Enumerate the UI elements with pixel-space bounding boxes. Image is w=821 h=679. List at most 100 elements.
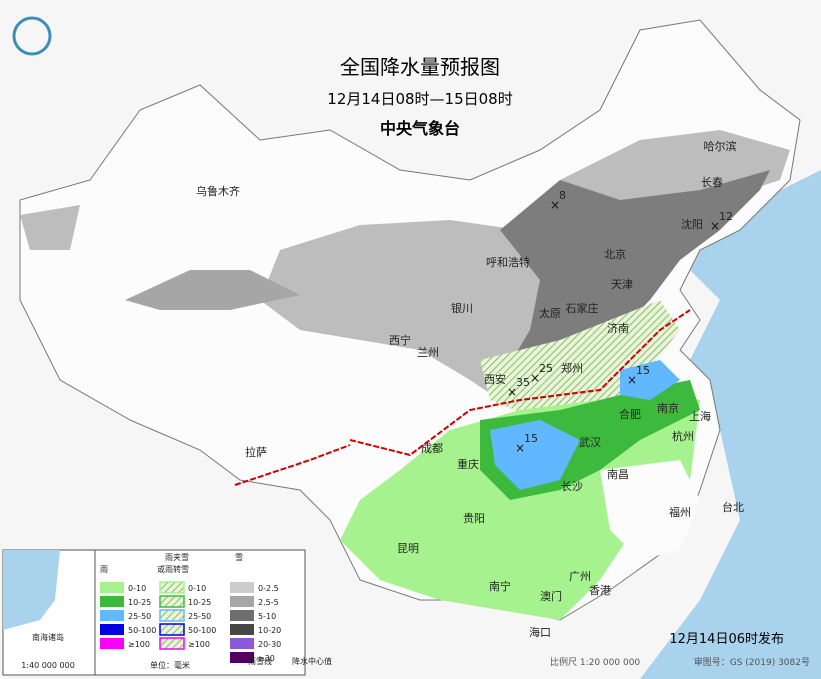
legend-label: 50-100 [188, 626, 216, 635]
city-label: 长春 [701, 176, 723, 189]
legend-swatch [100, 582, 124, 593]
legend-title: 雨夹雪 [165, 552, 189, 562]
legend-label: ≥100 [128, 640, 150, 649]
legend-swatch [100, 610, 124, 621]
legend-label: 20-30 [258, 640, 281, 649]
legend-label: 10-20 [258, 626, 281, 635]
city-label: 香港 [589, 584, 611, 597]
legend-swatch [100, 596, 124, 607]
city-label: 呼和浩特 [486, 255, 530, 269]
legend-swatch [159, 581, 185, 594]
city-label: 太原 [539, 307, 561, 320]
center-marker: × [530, 371, 540, 385]
scale: 比例尺 1:20 000 000 [550, 656, 640, 668]
city-label: 贵阳 [463, 512, 485, 525]
logo [12, 16, 52, 56]
legend-swatch [100, 624, 124, 635]
legend-label: ≥30 [258, 654, 275, 663]
rain-snow-line [234, 444, 351, 486]
legend-label: 0-10 [128, 584, 146, 593]
center-value: 8 [559, 189, 566, 202]
city-label: 广州 [569, 570, 591, 583]
city-label: 南京 [657, 401, 679, 415]
city-label: 沈阳 [681, 217, 703, 231]
legend-swatch [230, 638, 254, 649]
legend-label: 0-2.5 [258, 584, 279, 593]
legend-unit: 单位：毫米 [150, 660, 190, 670]
rain-heavy-2 [620, 360, 680, 400]
legend-label: 25-50 [128, 612, 151, 621]
city-label: 济南 [607, 321, 629, 335]
city-label: 银川 [451, 301, 473, 315]
legend-swatch [159, 637, 185, 650]
city-label: 西宁 [389, 333, 411, 347]
legend-swatch [159, 623, 185, 636]
city-label: 拉萨 [245, 445, 267, 459]
center-value: 15 [524, 432, 538, 445]
legend-title: 雨 [100, 565, 108, 574]
issued: 12月14日06时发布 [669, 631, 784, 647]
legend-label: 5-10 [258, 612, 276, 621]
legend-swatch [159, 595, 185, 608]
sea [640, 170, 821, 679]
legend-label: 10-25 [188, 598, 211, 607]
city-label: 兰州 [417, 346, 439, 359]
legend-title: 或雨转雪 [157, 564, 189, 574]
city-label: 乌鲁木齐 [196, 184, 240, 198]
legend-label: 2.5-5 [258, 598, 279, 607]
center-marker: × [550, 198, 560, 212]
city-label: 合肥 [619, 407, 641, 421]
legend-label: 0-10 [188, 584, 206, 593]
city-label: 重庆 [457, 457, 479, 471]
title: 全国降水量预报图 [340, 55, 500, 79]
city-label: 天津 [611, 278, 633, 291]
center-marker: × [507, 385, 517, 399]
legend-swatch [230, 610, 254, 621]
center-marker: × [710, 219, 720, 233]
city-label: 海口 [529, 625, 551, 639]
org: 中央气象台 [380, 119, 460, 138]
legend-swatch [230, 582, 254, 593]
city-label: 西安 [484, 372, 506, 386]
center-value: 35 [516, 376, 530, 389]
city-label: 上海 [689, 409, 711, 423]
city-label: 哈尔滨 [704, 139, 737, 153]
legend-title: 雪 [235, 553, 243, 562]
legend-line: 雨雪线 [248, 656, 272, 666]
subtitle: 12月14日08时—15日08时 [327, 90, 512, 108]
legend-swatch [230, 596, 254, 607]
snow-xinjiang [20, 205, 80, 250]
center-value: 12 [719, 210, 733, 223]
city-label: 郑州 [561, 361, 583, 375]
approval: 审图号：GS (2019) 3082号 [694, 656, 810, 668]
legend-swatch [230, 652, 254, 663]
center-value: 15 [636, 364, 650, 377]
inset-label: 南海诸岛 [32, 632, 64, 642]
city-label: 福州 [669, 505, 691, 519]
inset-sea [3, 550, 60, 630]
legend-label: 25-50 [188, 612, 211, 621]
city-label: 澳门 [540, 589, 562, 603]
city-label: 南宁 [489, 579, 511, 593]
inset-scale: 1:40 000 000 [21, 661, 75, 670]
legend-box [94, 549, 306, 676]
city-label: 武汉 [579, 436, 601, 449]
center-marker: × [627, 373, 637, 387]
snow-west [125, 270, 300, 310]
city-label: 成都 [421, 442, 443, 455]
city-label: 南昌 [607, 468, 629, 481]
dry-southeast [600, 460, 700, 560]
city-label: 昆明 [397, 542, 419, 555]
legend-swatch [100, 638, 124, 649]
city-label: 北京 [604, 247, 626, 261]
city-label: 石家庄 [566, 301, 599, 315]
legend-swatch [159, 609, 185, 622]
legend-label: 10-25 [128, 598, 151, 607]
legend-label: 50-100 [128, 626, 156, 635]
center-value: 25 [539, 362, 553, 375]
rain-heavy-1 [490, 420, 580, 490]
legend-swatch [230, 624, 254, 635]
city-label: 长沙 [561, 480, 583, 493]
city-label: 台北 [722, 500, 744, 514]
